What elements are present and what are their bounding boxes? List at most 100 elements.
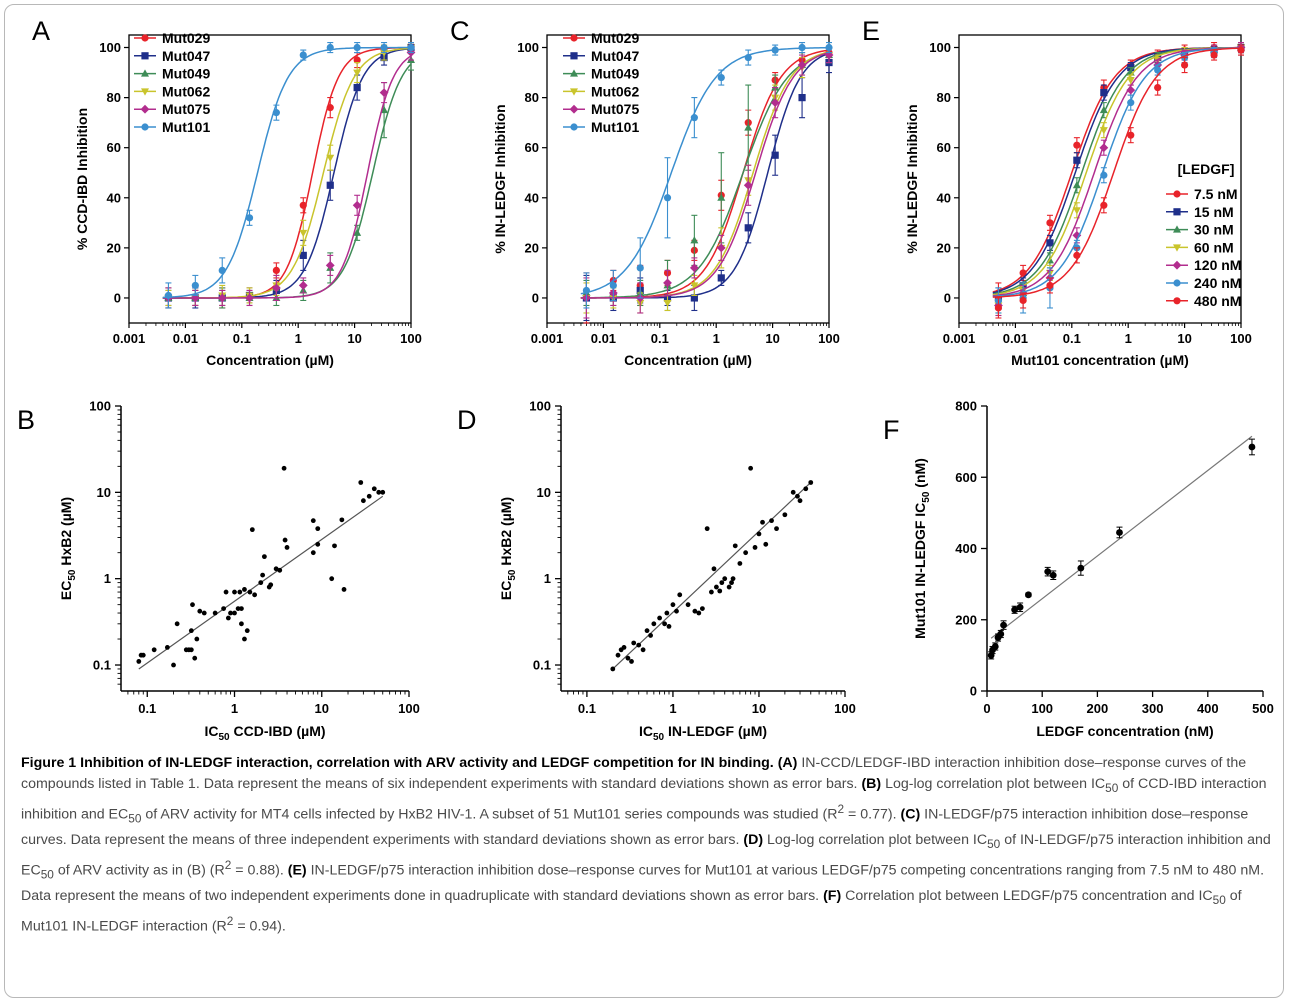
panel-c-series-mut047-legend-marker — [570, 52, 578, 60]
panel-b-data-point — [223, 589, 229, 595]
panel-d-x-tick-label: 0.1 — [578, 701, 596, 716]
panel-b-data-point — [380, 489, 386, 495]
panel-d-y-tick-label: 100 — [529, 399, 551, 414]
panel-a-series-mut047-point — [299, 251, 307, 259]
panel-e-series-240-nm-point — [1100, 171, 1108, 179]
panel-c-series-mut101-point — [744, 53, 752, 62]
caption-sub-50: 50 — [128, 811, 142, 826]
panel-b-data-point — [332, 543, 337, 549]
panel-c-series-mut062-point — [690, 282, 699, 290]
caption-sup-2: 2 — [226, 913, 234, 928]
panel-e-series-120-nm-point — [1072, 230, 1082, 240]
panel-d-data-point — [760, 519, 765, 525]
panel-b-data-point — [221, 606, 227, 612]
panel-f-data-point — [1000, 621, 1007, 629]
panel-e-series-240-nm-point — [1127, 99, 1135, 107]
panel-b-data-point — [136, 659, 142, 664]
panel-a-series-mut062-point — [380, 49, 389, 57]
panel-b-data-point — [190, 602, 195, 608]
panel-e-series-7-5-nm-point — [1046, 219, 1054, 227]
panel-d-data-point — [790, 489, 796, 495]
panel-b-y-axis-title: EC50 HxB2 (µM) — [58, 497, 78, 600]
panel-a-series-mut062-point — [299, 229, 308, 238]
panel-c-x-tick-label: 0.01 — [591, 331, 616, 346]
panel-c-series-mut062-legend-label: Mut062 — [591, 83, 639, 99]
panel-b-y-axis-title-part: HxB2 (µM) — [58, 497, 74, 570]
panel-a-series-mut062-point — [326, 154, 335, 162]
panel-c-y-tick-label: 60 — [525, 140, 539, 155]
figure-frame: 0.001 0.01 0.1 1 10 100 0 20 40 60 80 100 A Concentra… — [4, 4, 1284, 998]
panel-f-letter: F — [883, 415, 900, 445]
panel-d-data-point — [769, 518, 774, 524]
panel-c-series-mut047-point — [690, 294, 698, 302]
panel-c-series-mut101-point — [798, 43, 806, 52]
panel-b-data-point — [201, 610, 207, 616]
panel-d-data-point — [803, 486, 809, 492]
panel-c-y-tick-label: 20 — [525, 240, 539, 255]
panel-e-series-30-nm-point — [1072, 181, 1081, 189]
panel-d-data-point — [774, 526, 779, 532]
panel-b-y-axis-title-part: EC — [58, 581, 74, 600]
panel-b-data-point — [277, 567, 283, 573]
panel-c-series-mut075-point — [743, 180, 753, 190]
panel-c-series-mut075-point — [663, 278, 672, 288]
panel-d-letter: D — [457, 405, 477, 435]
panel-a-series-mut101-point — [326, 43, 334, 52]
panel-a-x-tick-label: 0.001 — [113, 331, 146, 346]
panel-c-series-mut075-curve — [580, 51, 830, 299]
panel-a-y-axis-title: % CCD-IBD Inhibition — [74, 108, 90, 250]
panel-f-data-point — [1248, 443, 1256, 451]
panel-d-data-point — [621, 644, 627, 650]
panel-e-series-480-nm-point — [1073, 251, 1081, 259]
caption-text-b-4: = 0.77). — [844, 806, 897, 823]
panel-a-y-tick-label: 0 — [114, 290, 121, 305]
panel-f-data-point — [1016, 603, 1024, 611]
caption-text-f-1: Correlation plot between LEDGF/p75 conce… — [845, 887, 1213, 904]
panel-b-y-tick-label: 1 — [104, 571, 111, 586]
panel-c-series-mut075-point — [770, 98, 780, 108]
caption-text-d-1: Log-log correlation plot between IC — [767, 832, 988, 848]
panel-c-y-tick-label: 80 — [525, 90, 539, 105]
panel-b-x-axis-title-part: 50 — [218, 732, 230, 743]
panel-f-y-axis-title-part: 50 — [921, 491, 932, 503]
caption-label-f: (F) — [823, 887, 842, 904]
panel-c-y-tick-label: 100 — [517, 40, 539, 55]
panel-f-y-axis-title-part: (nM) — [912, 458, 928, 491]
panel-f-x-tick-label: 200 — [1087, 701, 1109, 716]
panel-d-data-point — [711, 566, 717, 572]
panel-a-series-mut075-point — [325, 261, 335, 270]
panel-c-series-mut029-legend-marker — [570, 34, 578, 42]
panel-c-series-mut047-point — [798, 94, 806, 102]
panel-e-x-tick-label: 1 — [1125, 331, 1132, 346]
caption-label-e: (E) — [287, 862, 307, 879]
caption-text-e: IN-LEDGF/p75 interaction inhibition dose… — [21, 862, 1265, 904]
panel-b-data-point — [258, 580, 264, 586]
panel-c-x-tick-label: 1 — [713, 331, 720, 346]
panel-e-series-480-nm-curve — [992, 47, 1241, 298]
panel-d-data-point — [674, 608, 679, 614]
caption-title: Figure 1 Inhibition of IN-LEDGF interact… — [21, 755, 774, 771]
panel-d-x-tick-label: 100 — [834, 701, 856, 716]
panel-b-data-point — [171, 662, 176, 668]
panel-d-data-point — [704, 526, 710, 532]
panel-a-series-mut075-point — [245, 293, 254, 303]
panel-f-data-point — [1044, 568, 1052, 576]
panel-d-data-point — [719, 580, 725, 586]
panel-c-series-mut101-legend-marker — [570, 123, 578, 131]
panel-e-series-15-nm-point — [1046, 239, 1054, 247]
panel-b-data-point — [188, 647, 194, 653]
panel-e-series-30-nm-point — [1099, 105, 1108, 114]
panel-c-series-mut049-point — [690, 236, 699, 244]
panel-d-data-point — [797, 498, 803, 504]
panel-b-data-point — [310, 550, 316, 556]
panel-c-series-mut075-point — [797, 60, 807, 70]
panel-b-data-point — [239, 621, 244, 627]
panel-b-data-point — [228, 610, 233, 616]
panel-e-series-480-nm-legend-marker — [1173, 297, 1181, 305]
caption-text-d-3: of ARV activity as in (B) (R — [53, 862, 225, 879]
panel-b-data-point — [260, 572, 266, 578]
panel-a-series-mut101-point — [380, 43, 388, 52]
panel-e-y-tick-label: 60 — [937, 140, 951, 155]
panel-d-data-point — [717, 588, 723, 594]
panel-e-x-tick-label: 100 — [1230, 331, 1252, 346]
